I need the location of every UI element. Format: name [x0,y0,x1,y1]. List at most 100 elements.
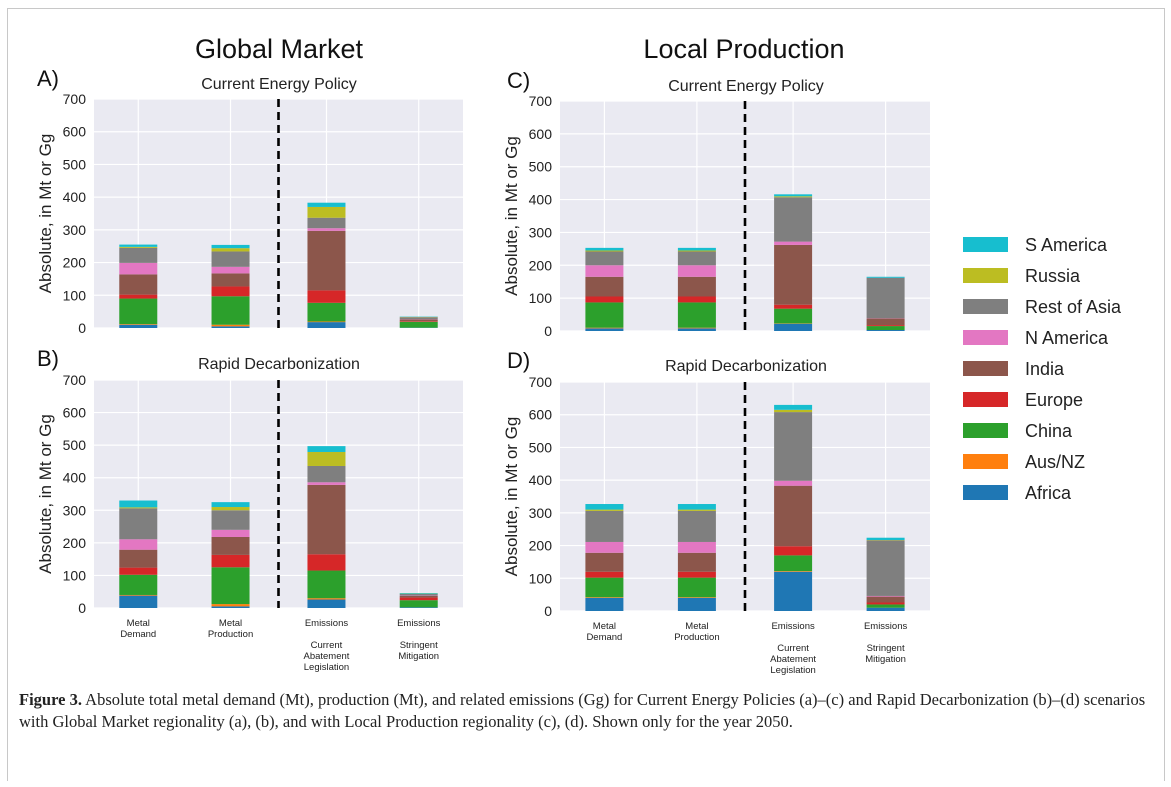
legend-swatch [963,454,1008,469]
figure-frame [7,8,1165,781]
y-tick-label: 300 [529,505,553,521]
bar-segment [307,206,346,218]
y-tick-label: 500 [529,159,553,175]
y-tick-label: 200 [529,538,553,554]
bar-segment [866,537,905,541]
bar-segment [774,308,813,324]
bar-segment [774,571,813,572]
y-axis-label: Absolute, in Mt or Gg [36,134,55,294]
bar-segment [585,577,624,598]
bar-segment [585,250,624,252]
bar-segment [119,298,158,325]
legend-swatch [963,237,1008,252]
y-tick-label: 100 [529,570,553,586]
bar-segment [399,597,438,601]
x-tick-label: Emissions [771,621,815,632]
bar-segment [211,251,250,267]
bar-segment [211,604,250,607]
y-tick-label: 200 [63,535,87,551]
bar-segment [119,595,158,608]
x-tick-label: Metal [593,621,616,632]
bar-segment [774,480,813,486]
x-tick-label: Demand [586,632,622,643]
y-tick-label: 600 [529,126,553,142]
bar-segment [119,508,158,540]
x-tick-label: Emissions [864,621,908,632]
bar-segment [585,327,624,329]
bar-segment [774,555,813,572]
y-tick-label: 700 [529,93,553,109]
bar-segment [307,484,346,555]
y-tick-label: 600 [63,405,87,421]
bar-segment [399,317,438,320]
bar-segment [119,574,158,595]
legend-swatch [963,392,1008,407]
figure-canvas: Global Market Local Production 0 100 200 300 4… [36,34,1122,676]
x-tick-label: Abatement [770,654,816,665]
bar-segment [585,302,624,328]
bar-segment [774,546,813,556]
x-tick-label: Emissions [305,618,349,629]
bar-segment [866,326,905,331]
bar-segment [211,248,250,252]
bar-segment [399,593,438,596]
bar-segment [866,595,905,597]
bar-segment [774,485,813,547]
bar-segment [211,324,250,327]
bar-segment [866,607,905,611]
figure-caption: Figure 3. Absolute total metal demand (M… [19,689,1154,733]
y-tick-label: 100 [63,567,87,583]
panel-title: Rapid Decarbonization [198,356,360,373]
legend-label: Europe [1025,390,1083,410]
bar-segment [585,296,624,303]
bar-segment [307,302,346,322]
bar-segment [211,326,250,328]
legend-label: N America [1025,328,1109,348]
bar-segment [585,328,624,331]
bar-segment [399,595,438,598]
y-tick-label: 0 [78,600,86,616]
bar-segment [211,510,250,530]
caption-text: Absolute total metal demand (Mt), produc… [19,690,1146,731]
bar-segment [307,217,346,229]
y-tick-label: 600 [529,407,553,423]
bar-segment [585,509,624,511]
bar-segment [866,540,905,596]
legend-swatch [963,330,1008,345]
legend-label: Rest of Asia [1025,297,1122,317]
legend-label: Aus/NZ [1025,452,1085,472]
bar-segment [399,593,438,594]
bar-segment [774,409,813,413]
y-tick-label: 300 [529,224,553,240]
bar-segment [677,597,716,598]
caption-label: Figure 3. [19,690,82,709]
bar-segment [866,602,905,605]
bar-segment [119,507,158,509]
panel-label: C) [507,68,530,93]
bar-segment [585,597,624,598]
bar-segment [677,250,716,252]
bar-segment [211,502,250,508]
y-tick-label: 400 [529,472,553,488]
bar-segment [211,273,250,287]
x-tick-label: Demand [120,629,156,640]
panel-title: Current Energy Policy [201,76,357,93]
bar-segment [399,321,438,328]
bar-segment [307,598,346,600]
bar-segment [307,451,346,466]
x-tick-label: Stringent [400,640,438,651]
legend-label: China [1025,421,1073,441]
bar-segment [866,604,905,608]
bar-segment [866,596,905,603]
panel-label: A) [37,66,59,91]
bar-segment [307,446,346,452]
bar-segment [119,567,158,575]
x-tick-label: Mitigation [865,654,906,665]
bar-segment [677,302,716,328]
bar-segment [211,536,250,555]
legend-swatch [963,485,1008,500]
bar-segment [585,247,624,251]
x-tick-label: Mitigation [398,651,439,662]
bar-segment [677,296,716,303]
bar-segment [211,286,250,297]
